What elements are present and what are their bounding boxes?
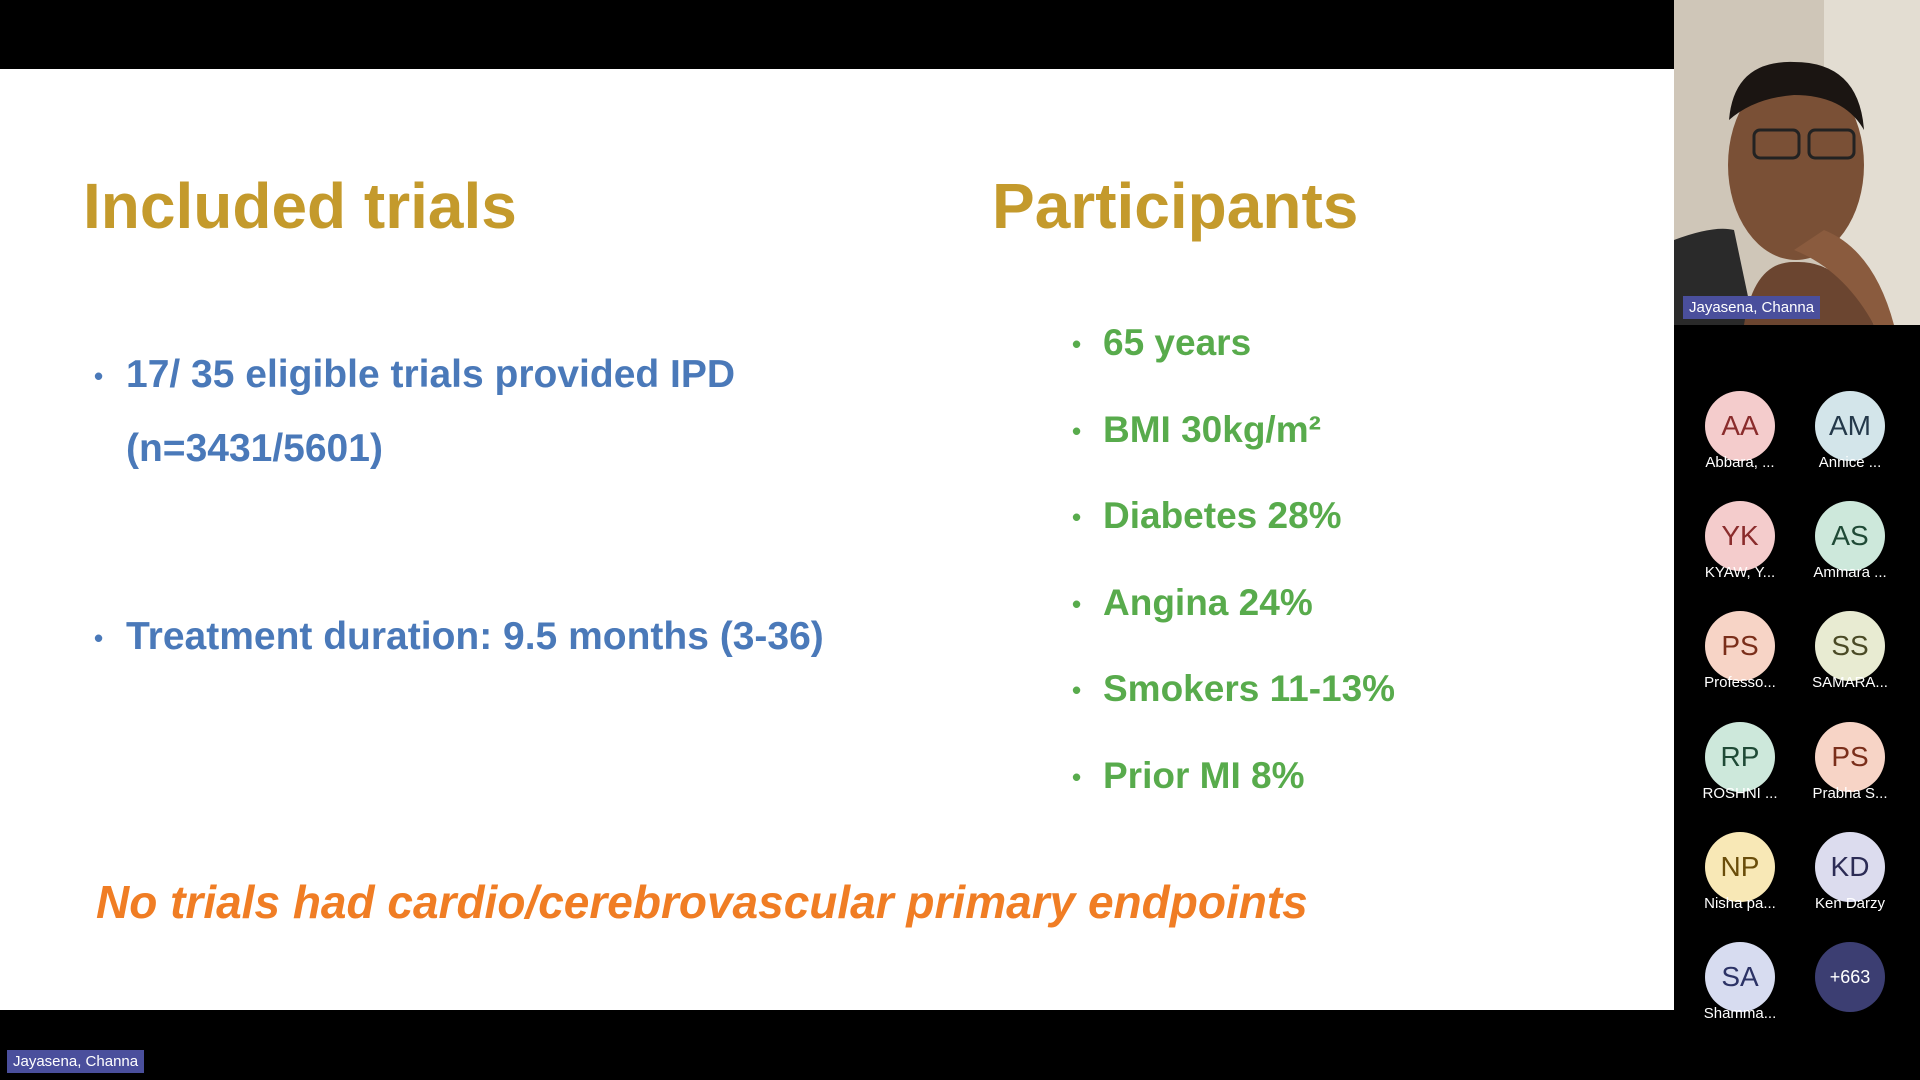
participant-avatar: AM — [1815, 391, 1885, 461]
participant-avatar: PS — [1705, 611, 1775, 682]
bullet-text: Prior MI 8% — [1103, 754, 1305, 796]
participant-avatar: SS — [1815, 611, 1885, 682]
bullet-dot: • — [1072, 588, 1082, 619]
participant-name: Abbara, ... — [1705, 454, 1775, 471]
participant-name: Prabha S... — [1812, 784, 1888, 802]
participant-name: Professo... — [1704, 674, 1776, 692]
bullet-text: (n=3431/5601) — [126, 427, 383, 470]
bullet-text: 17/ 35 eligible trials provided IPD — [126, 353, 736, 396]
bullet-text: Treatment duration: 9.5 months (3-36) — [126, 615, 824, 658]
video-tile — [1674, 0, 1920, 325]
left-title: Included trials — [83, 170, 517, 242]
bullet-dot: • — [1072, 761, 1082, 792]
right-title: Participants — [992, 170, 1359, 242]
participant-name: ROSHNI ... — [1702, 784, 1778, 802]
participant-avatar: NP — [1705, 831, 1775, 902]
participant-name: Ken Darzy — [1814, 894, 1886, 912]
participant-avatar: AA — [1705, 391, 1775, 461]
participant-avatar: SA — [1705, 942, 1775, 1012]
more-participants[interactable]: +663 — [1815, 942, 1885, 1012]
bullet-text: Diabetes 28% — [1103, 495, 1342, 536]
bullet-dot: • — [1072, 502, 1082, 532]
bullet-text: Angina 24% — [1103, 581, 1313, 623]
bullet-dot: • — [1072, 675, 1082, 705]
participant-name: KYAW, Y... — [1704, 564, 1776, 582]
participant-name: Annice ... — [1818, 454, 1882, 471]
shared-slide: Included trials Participants No trials h… — [0, 69, 1674, 1010]
bullet-dot: • — [94, 361, 104, 391]
participant-name: SAMARA... — [1812, 674, 1888, 692]
participant-avatar: PS — [1815, 721, 1885, 792]
participant-name: Nisha pa... — [1704, 894, 1776, 912]
presenter-label: Jayasena, Channa — [7, 1050, 145, 1073]
video-label: Jayasena, Channa — [1683, 296, 1821, 319]
participant-avatar: YK — [1705, 501, 1775, 572]
bullet-text: BMI 30kg/m² — [1103, 408, 1321, 450]
bullet-text: 65 years — [1103, 322, 1252, 363]
bullet-dot: • — [1072, 329, 1082, 359]
participant-name: Shamma... — [1703, 1005, 1777, 1022]
participant-avatar: AS — [1815, 501, 1885, 572]
bullet-dot: • — [1072, 415, 1082, 446]
participant-avatar: KD — [1815, 831, 1885, 902]
participant-avatar: RP — [1705, 721, 1775, 792]
bullet-dot: • — [94, 623, 104, 653]
participant-name: Ammara ... — [1813, 564, 1887, 582]
note: No trials had cardio/cerebrovascular pri… — [96, 876, 1308, 928]
bullet-text: Smokers 11-13% — [1103, 668, 1396, 709]
